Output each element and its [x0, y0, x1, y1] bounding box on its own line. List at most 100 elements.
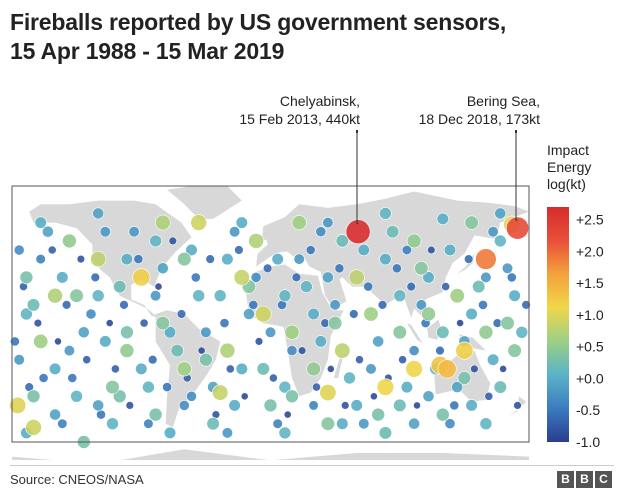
fireball-point — [206, 417, 220, 431]
fireball-point — [465, 399, 478, 412]
annotation-text: 18 Dec 2018, 173kt — [419, 111, 541, 127]
fireball-point — [19, 270, 34, 285]
fireball-point — [334, 263, 345, 274]
fireball-point — [176, 309, 187, 319]
fireball-point — [77, 326, 90, 339]
fireball-point — [379, 207, 392, 220]
fireball-point — [197, 346, 206, 355]
fireball-point — [96, 409, 106, 420]
fireball-point — [307, 307, 320, 321]
fireball-point — [484, 391, 494, 401]
fireball-point — [507, 343, 522, 358]
footer-divider — [10, 465, 614, 466]
fireball-point — [508, 289, 521, 302]
fireball-point — [25, 419, 42, 436]
fireball-point — [57, 418, 68, 429]
fireball-point — [33, 318, 43, 328]
fireball-point — [205, 254, 215, 264]
chart-svg: Chelyabinsk, 15 Feb 2013, 440kt Bering Sea… — [9, 93, 604, 460]
fireball-point — [264, 326, 277, 338]
fireball-point — [398, 355, 407, 365]
annotation-leader — [356, 132, 359, 225]
fireball-point — [493, 380, 507, 394]
annotation-1: Chelyabinsk, 15 Feb 2013, 440kt — [239, 93, 360, 225]
fireball-point — [401, 244, 413, 256]
fireball-point — [444, 418, 456, 430]
fireball-point — [291, 215, 307, 231]
fireball-point — [291, 272, 302, 283]
fireball-point — [219, 342, 236, 359]
fireball-point — [435, 407, 450, 422]
annotation-tick — [515, 130, 517, 133]
fireball-point — [219, 318, 230, 328]
bbc-logo-b2: B — [576, 471, 593, 488]
fireball-point — [326, 364, 335, 373]
fireball-point — [335, 234, 349, 248]
chart-title: Fireballs reported by US government sens… — [10, 8, 620, 66]
fireball-point — [329, 299, 341, 311]
fireball-point — [437, 359, 457, 379]
land-japan — [457, 253, 475, 274]
fireball-point — [256, 362, 270, 376]
fireball-point — [321, 271, 334, 284]
fireball-point — [49, 408, 61, 421]
fireball-point — [156, 262, 169, 275]
fireball-point — [443, 243, 457, 257]
fireball-point — [185, 243, 198, 257]
fireball-point — [371, 407, 386, 422]
fireball-point — [112, 389, 127, 404]
fireball-point — [170, 344, 184, 358]
fireball-point — [61, 300, 72, 310]
fireball-point — [235, 216, 248, 229]
source-text: Source: CNEOS/NASA — [10, 472, 144, 487]
fireball-point — [199, 352, 213, 367]
fireball-point — [406, 281, 416, 292]
fireball-point — [263, 398, 278, 413]
fireball-point — [168, 236, 178, 246]
fireball-point — [133, 254, 144, 264]
fireball-point — [228, 399, 241, 412]
fireball-point — [190, 214, 207, 231]
fireball-point — [13, 354, 25, 366]
land-madagascar — [333, 354, 343, 378]
fireball-point — [128, 226, 140, 238]
fireball-point — [393, 289, 407, 303]
fireball-points — [9, 207, 531, 449]
fireball-point — [92, 207, 105, 220]
fireball-point — [213, 289, 227, 303]
fireball-point — [254, 305, 272, 323]
fireball-point — [148, 355, 158, 365]
fireball-point — [372, 335, 385, 348]
fireball-point — [499, 364, 507, 373]
fireball-point — [192, 289, 205, 303]
fireball-point — [470, 364, 479, 374]
fireball-point — [322, 217, 334, 229]
fireball-point — [457, 371, 472, 385]
fireball-point — [69, 288, 84, 303]
fireball-point — [162, 382, 172, 392]
fireball-point — [315, 226, 327, 238]
legend-tick-label: -1.0 — [576, 434, 600, 450]
fireball-point — [120, 325, 134, 340]
bbc-logo-c: C — [595, 471, 612, 488]
fireball-point — [348, 269, 365, 286]
fireball-point — [119, 300, 129, 310]
fireball-point — [47, 245, 57, 255]
fireball-point — [513, 401, 522, 410]
fireball-point — [300, 280, 313, 293]
fireball-point — [271, 253, 284, 266]
fireball-point — [293, 253, 305, 265]
fireball-point — [13, 244, 25, 256]
fireball-point — [262, 263, 273, 273]
fireball-point — [334, 342, 351, 359]
fireball-point — [125, 401, 135, 410]
fireball-point — [350, 399, 363, 412]
fireball-point — [113, 280, 127, 294]
fireball-point — [111, 364, 120, 374]
fireball-point — [421, 306, 436, 322]
fireball-point — [308, 400, 319, 411]
fireball-point — [163, 326, 177, 339]
fireball-point — [297, 346, 307, 355]
fireball-point — [143, 418, 154, 429]
annotation-text: Chelyabinsk, — [280, 93, 360, 109]
